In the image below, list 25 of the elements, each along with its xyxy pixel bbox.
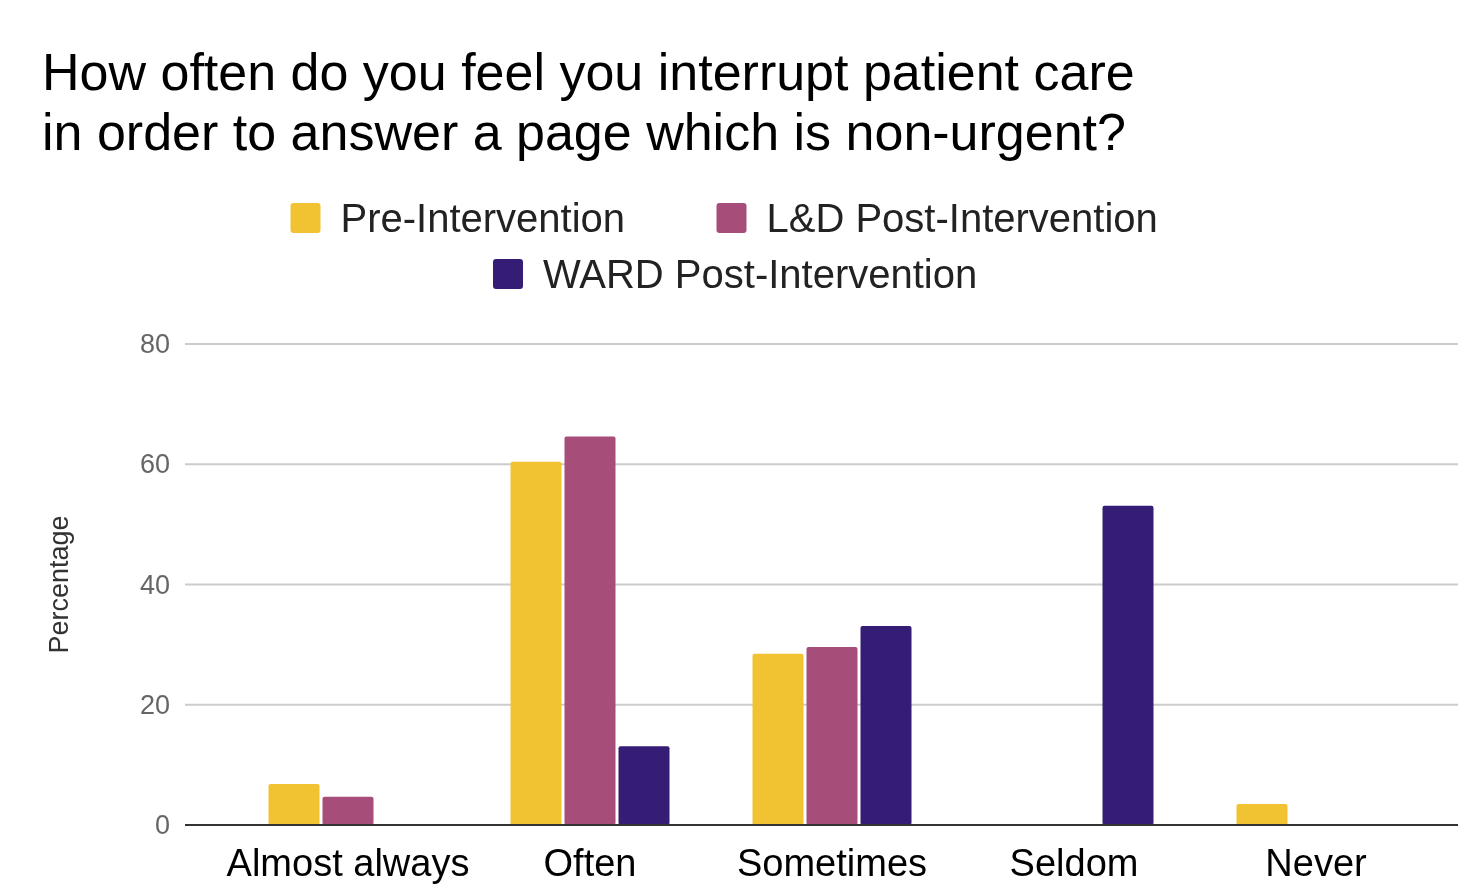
x-tick-label: Sometimes [736, 842, 928, 884]
bar [752, 653, 804, 825]
y-tick-label: 40 [139, 569, 170, 600]
y-tick-label: 60 [139, 449, 170, 480]
x-tick-label: Seldom [1009, 842, 1139, 884]
bar [322, 796, 374, 825]
y-axis-title: Percentage [44, 515, 74, 654]
bar [1102, 505, 1154, 825]
bar [618, 746, 670, 825]
y-tick-label: 80 [139, 329, 170, 359]
chart-title: How often do you feel you interrupt patient care in order to answer a page which is non-urgent? [42, 43, 1135, 161]
bar [564, 436, 616, 825]
bar [860, 625, 912, 825]
y-tick-label: 0 [154, 810, 170, 840]
legend-label: L&D Post-Intervention [766, 196, 1158, 240]
bar [268, 784, 320, 825]
x-tick-label: Never [1265, 842, 1368, 884]
legend-label: WARD Post-Intervention [543, 252, 978, 296]
bar [510, 461, 562, 825]
x-tick-label: Almost always [226, 842, 470, 884]
y-tick-label: 20 [139, 689, 170, 720]
x-tick-label: Often [543, 842, 637, 884]
bar [806, 647, 858, 825]
legend-label: Pre-Intervention [340, 196, 626, 240]
bar [1236, 803, 1288, 825]
